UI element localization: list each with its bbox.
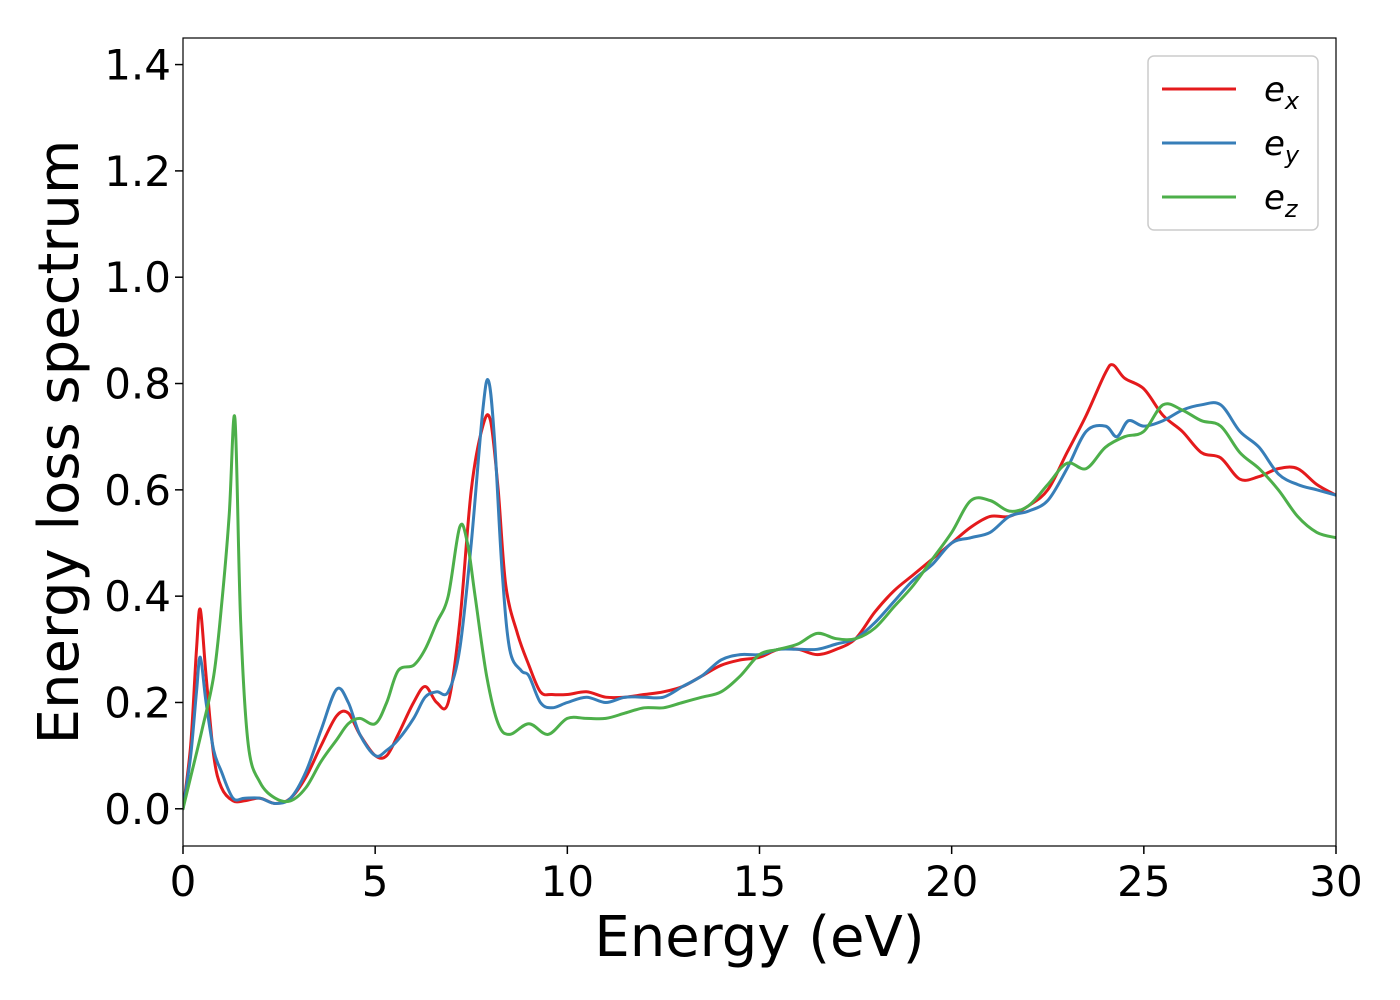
- y-tick-label: 0.4: [104, 572, 171, 621]
- y-tick-label: 0.0: [104, 785, 171, 834]
- x-tick-label: 0: [170, 857, 197, 906]
- y-tick-label: 0.6: [104, 466, 171, 515]
- legend-label-ey: ey: [1264, 124, 1300, 169]
- series-layer: [183, 363, 1336, 811]
- y-axis-ticks: 0.0 0.2 0.4 0.6 0.8 1.0 1.2 1.4: [104, 41, 183, 834]
- legend-label-ez: ez: [1264, 178, 1299, 223]
- series-line-ex: [183, 363, 1336, 811]
- y-tick-label: 0.2: [104, 678, 171, 727]
- x-axis-ticks: 0 5 10 15 20 25 30: [170, 846, 1363, 906]
- y-tick-label: 1.4: [104, 41, 171, 90]
- y-axis-title: Energy loss spectrum: [27, 140, 92, 745]
- y-tick-label: 1.0: [104, 253, 171, 302]
- x-tick-label: 10: [541, 857, 594, 906]
- x-tick-label: 25: [1117, 857, 1170, 906]
- x-tick-label: 30: [1309, 857, 1362, 906]
- x-axis-title: Energy (eV): [594, 905, 924, 970]
- series-line-ez: [183, 402, 1336, 811]
- x-tick-label: 5: [362, 857, 389, 906]
- y-tick-label: 1.2: [104, 147, 171, 196]
- x-tick-label: 15: [733, 857, 786, 906]
- legend-label-ex: ex: [1264, 70, 1300, 115]
- x-tick-label: 20: [925, 857, 978, 906]
- y-tick-label: 0.8: [104, 360, 171, 409]
- series-line-ey: [183, 378, 1336, 811]
- legend: ex ey ez: [1147, 55, 1319, 231]
